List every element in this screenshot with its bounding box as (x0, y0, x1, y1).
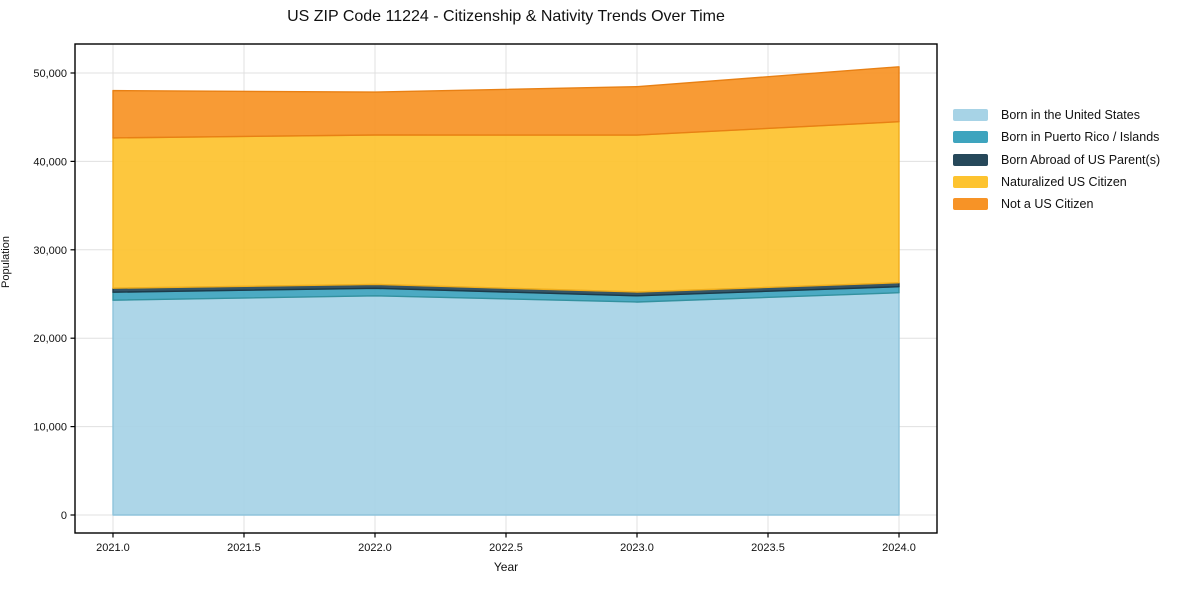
y-tick-label: 30,000 (33, 245, 67, 257)
x-tick-label: 2021.0 (96, 542, 130, 554)
y-tick-label: 0 (61, 510, 67, 522)
x-tick-label: 2022.0 (358, 542, 392, 554)
x-tick-label: 2024.0 (882, 542, 916, 554)
legend-item: Not a US Citizen (953, 193, 1160, 215)
legend-label: Naturalized US Citizen (1001, 175, 1127, 190)
x-tick-label: 2023.0 (620, 542, 654, 554)
x-axis-label: Year (493, 560, 519, 574)
stacked-areas (112, 66, 900, 516)
legend-label: Born in the United States (1001, 108, 1140, 123)
legend-swatch (953, 153, 988, 166)
axes-layer (70, 43, 938, 538)
x-tick-label: 2023.5 (751, 542, 785, 554)
legend-label: Born Abroad of US Parent(s) (1001, 152, 1161, 167)
x-tick-label: 2022.5 (489, 542, 523, 554)
y-tick-label: 50,000 (33, 68, 67, 80)
y-axis-label: Population (0, 236, 12, 288)
tick-labels: 2021.0 2021.5 2022.0 2022.5 2023.0 2023.5 2024… (33, 68, 915, 554)
area-not-a-us-citizen (112, 66, 900, 139)
legend-label: Not a US Citizen (1001, 197, 1094, 212)
legend-label: Born in Puerto Rico / Islands (1001, 130, 1160, 145)
chart-title: US ZIP Code 11224 - Citizenship & Nativi… (287, 8, 725, 25)
legend-item: Born in the United States (953, 104, 1160, 126)
y-tick-label: 40,000 (33, 156, 67, 168)
x-tick-label: 2021.5 (227, 542, 261, 554)
legend-item: Naturalized US Citizen (953, 171, 1160, 193)
legend-swatch (953, 176, 988, 189)
legend-swatch (953, 109, 988, 122)
y-tick-label: 10,000 (33, 422, 67, 434)
legend-swatch (953, 198, 988, 211)
legend-swatch (953, 131, 988, 144)
legend: Born in the United States Born in Puerto … (953, 104, 1160, 215)
area-naturalized-us-citizen (112, 121, 900, 293)
y-tick-label: 20,000 (33, 333, 67, 345)
legend-item: Born Abroad of US Parent(s) (953, 149, 1160, 171)
area-born-in-the-united-states (112, 292, 900, 516)
legend-item: Born in Puerto Rico / Islands (953, 126, 1160, 148)
